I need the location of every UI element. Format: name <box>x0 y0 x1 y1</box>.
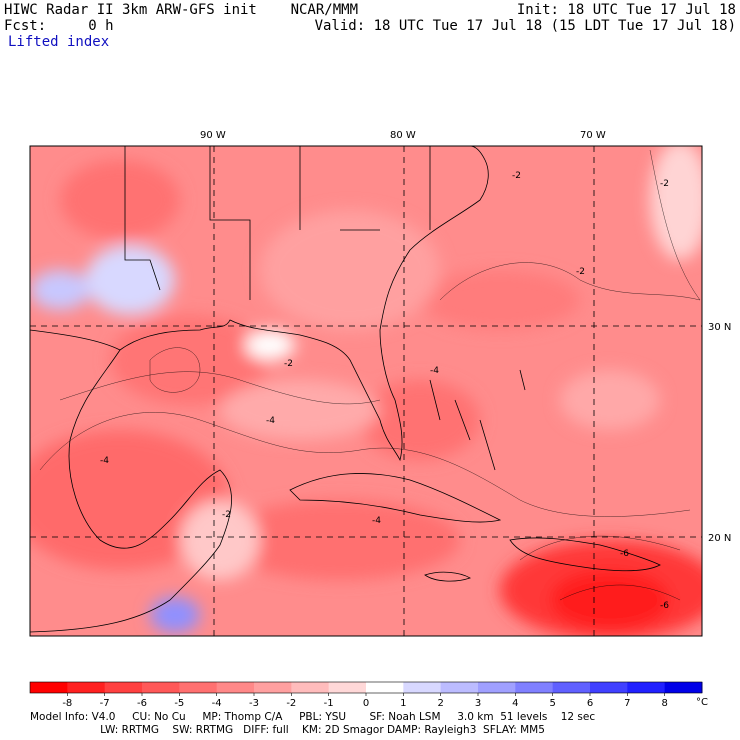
colorbar-cell <box>515 682 554 693</box>
colorbar-cell <box>142 682 180 693</box>
graticule <box>30 146 702 636</box>
colorbar-cell <box>627 682 666 693</box>
contour-label: -2 <box>222 510 231 520</box>
colorbar-tick-label: 2 <box>437 698 443 709</box>
colorbar-tick-label: 5 <box>549 698 555 709</box>
colorbar-tick-label: -2 <box>286 698 296 709</box>
coastlines <box>30 146 661 633</box>
contour-label: -2 <box>660 179 669 189</box>
contour-label: -6 <box>660 601 669 611</box>
lon-label-90w: 90 W <box>200 130 226 141</box>
valid-time: Valid: 18 UTC Tue 17 Jul 18 (15 LDT Tue … <box>314 18 736 34</box>
colorbar-cell <box>590 682 628 693</box>
lat-label-20n: 20 N <box>708 533 731 544</box>
model-info-line2: LW: RRTMG SW: RRTMG DIFF: full KM: 2D Sm… <box>30 724 545 736</box>
colorbar: -8 -7 -6 -5 -4 -3 -2 -1 0 1 2 3 4 5 6 7 8 °C <box>29 681 708 709</box>
colorbar-tick-label: 8 <box>661 698 667 709</box>
colorbar-tick-label: -8 <box>62 698 72 709</box>
colorbar-cell <box>478 682 516 693</box>
colorbar-cell <box>440 682 479 693</box>
colorbar-tick-label: -1 <box>324 698 334 709</box>
field-name: Lifted index <box>8 34 110 50</box>
colorbar-tick-label: -5 <box>174 698 184 709</box>
colorbar-tick-label: 7 <box>624 698 630 709</box>
contour-label: -2 <box>576 267 585 277</box>
shaded-field <box>30 146 702 636</box>
colorbar-cell <box>366 682 404 693</box>
contour-label: -4 <box>430 366 439 376</box>
colorbar-tick-label: 3 <box>475 698 481 709</box>
contour-label: -2 <box>284 359 293 369</box>
lon-label-80w: 80 W <box>390 130 416 141</box>
colorbar-tick-label: -4 <box>212 698 222 709</box>
forecast-hour: Fcst: 0 h <box>4 18 114 34</box>
colorbar-tick-label: 0 <box>363 698 369 709</box>
contour-label: -4 <box>266 416 275 426</box>
colorbar-cell <box>291 682 330 693</box>
colorbar-tick-label: -3 <box>249 698 259 709</box>
lon-label-70w: 70 W <box>580 130 606 141</box>
colorbar-cell <box>104 682 143 693</box>
colorbar-cell <box>179 682 218 693</box>
contour-label: -6 <box>620 549 629 559</box>
colorbar-cell <box>664 682 703 693</box>
colorbar-cell <box>328 682 367 693</box>
contour-labels: -2 -2 -2 -2 -2 -4 -4 -4 -4 -6 -6 <box>100 171 669 611</box>
colorbar-tick-label: 6 <box>587 698 593 709</box>
colorbar-tick-label: -7 <box>100 698 110 709</box>
colorbar-cell <box>552 682 591 693</box>
init-time: Init: 18 UTC Tue 17 Jul 18 <box>516 2 736 18</box>
plot-title: HIWC Radar II 3km ARW-GFS init NCAR/MMM <box>4 2 359 18</box>
colorbar-unit: °C <box>696 697 708 708</box>
colorbar-cell <box>216 682 255 693</box>
lat-label-30n: 30 N <box>708 322 731 333</box>
contour-label: -2 <box>512 171 521 181</box>
colorbar-tick-label: -6 <box>137 698 147 709</box>
contour-label: -4 <box>372 516 381 526</box>
colorbar-tick-label: 4 <box>512 698 518 709</box>
colorbar-cell <box>67 682 106 693</box>
map-frame <box>29 145 703 637</box>
colorbar-cell <box>30 682 68 693</box>
contour-label: -4 <box>100 456 109 466</box>
colorbar-cell <box>403 682 442 693</box>
colorbar-tick-label: 1 <box>400 698 406 709</box>
colorbar-cell <box>254 682 292 693</box>
model-info-line1: Model Info: V4.0 CU: No Cu MP: Thomp C/A… <box>30 711 596 723</box>
